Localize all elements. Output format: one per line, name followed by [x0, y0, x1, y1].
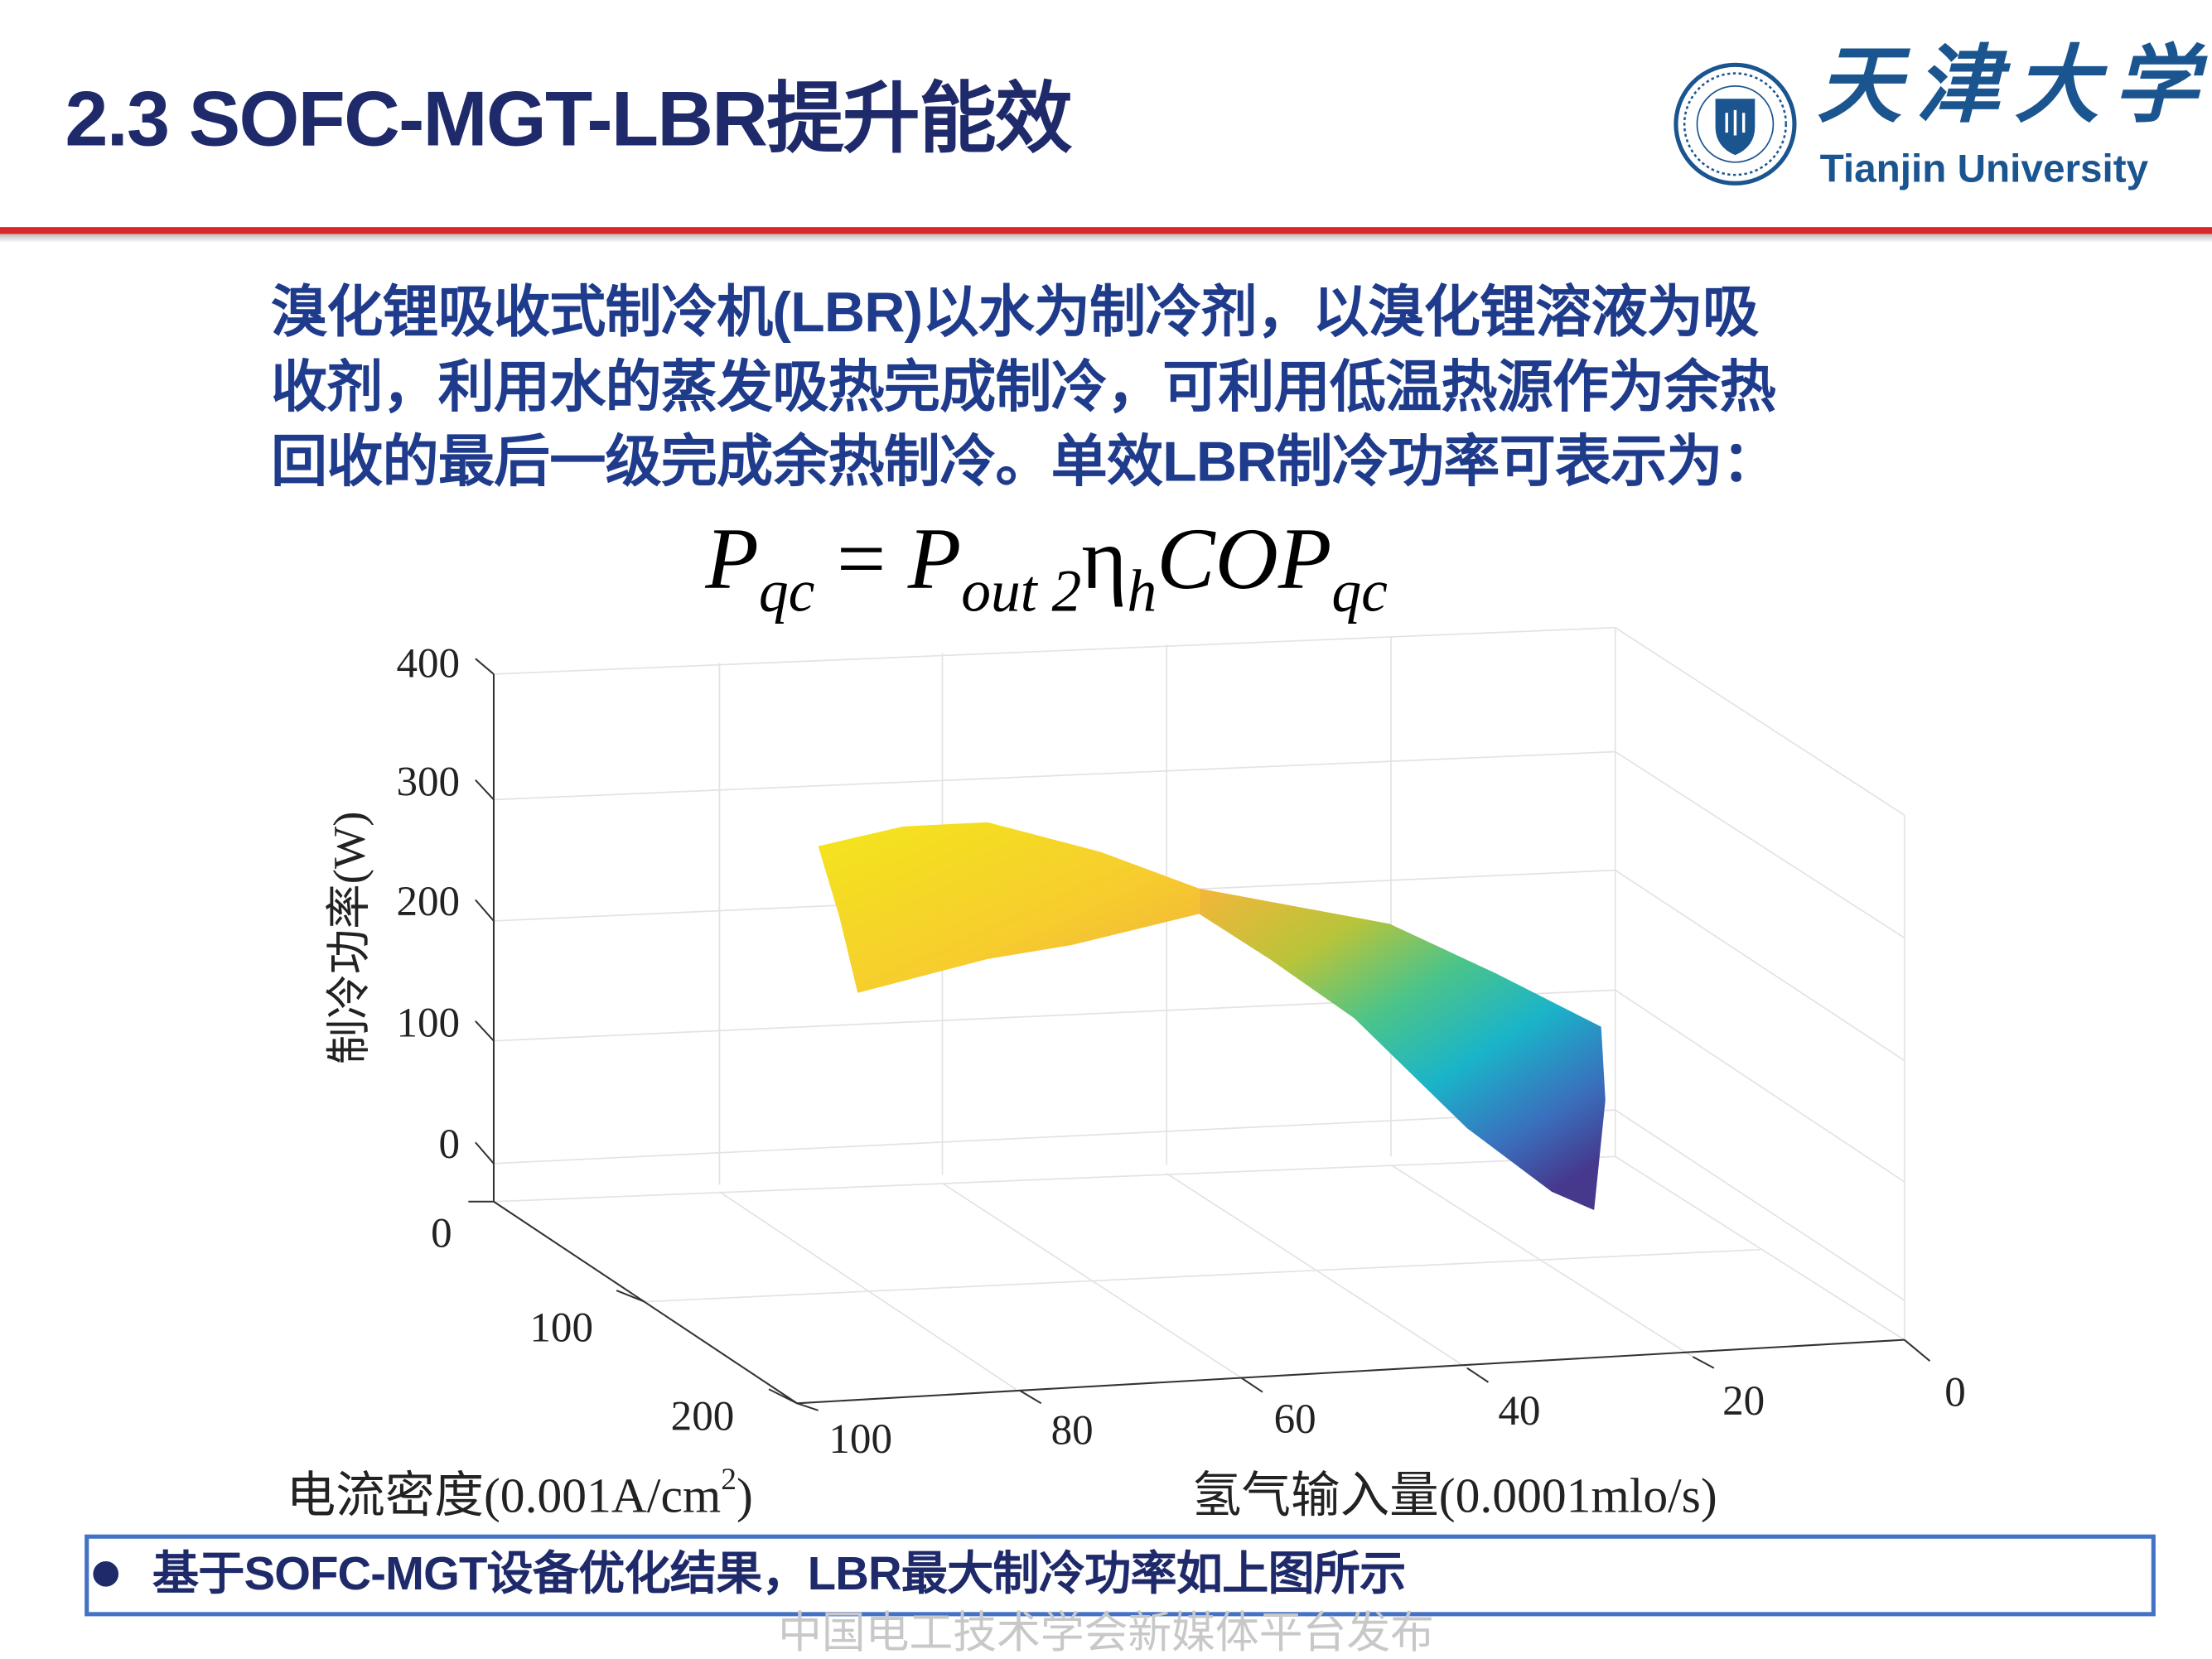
logo-english-name: Tianjin University [1819, 147, 2149, 190]
x-axis-label: 电流密度(0.001A/cm2) [287, 1463, 753, 1522]
x-tick-label: 200 [671, 1393, 735, 1440]
z-tick-labels: 400 300 200 100 0 [396, 639, 460, 1168]
y-tick-label: 0 [1944, 1369, 1966, 1416]
y-tick-label: 100 [828, 1415, 892, 1463]
x-tick-label: 100 [529, 1304, 593, 1351]
paragraph-line: 收剂，利用水的蒸发吸热完成制冷，可利用低温热源作为余热 [270, 356, 1776, 419]
y-tick-labels: 100 80 60 40 20 0 [828, 1369, 1965, 1463]
description-paragraph: 溴化锂吸收式制冷机(LBR)以水为制冷剂，以溴化锂溶液为吸 收剂，利用水的蒸发吸… [271, 277, 1963, 501]
y-axis-label: 氢气输入量(0.0001mlo/s) [1192, 1468, 1717, 1522]
y-tick-label: 20 [1722, 1377, 1765, 1425]
surface [818, 822, 1606, 1211]
formula: Pqc = Pout 2ηhCOPqc [705, 510, 1388, 622]
formula-eta: η [1081, 512, 1128, 608]
formula-p: P [907, 512, 962, 608]
paragraph-line: 回收的最后一级完成余热制冷。单效LBR制冷功率可表示为： [270, 432, 1779, 494]
surface-low-region [1199, 888, 1606, 1211]
formula-p-sub: out 2 [961, 560, 1082, 625]
formula-eq: = [836, 512, 886, 608]
university-seal-logo [1673, 62, 1797, 186]
formula-lhs-sub: qc [758, 560, 815, 625]
surface-high-region [818, 822, 1200, 993]
bullet-icon [93, 1560, 119, 1587]
header-divider-shadow [0, 234, 2212, 243]
header-divider [0, 227, 2212, 234]
z-tick-label: 100 [396, 1000, 460, 1047]
x-tick-labels: 0 100 200 [431, 1209, 734, 1440]
paragraph-line: 溴化锂吸收式制冷机(LBR)以水为制冷剂，以溴化锂溶液为吸 [270, 282, 1759, 345]
slide-title: 2.3 SOFC-MGT-LBR提升能效 [65, 75, 1072, 162]
y-tick-label: 60 [1274, 1396, 1316, 1443]
logo-chinese-name: 天津大学 [1817, 39, 2212, 133]
summary-box [85, 1534, 2156, 1617]
formula-cop-sub: qc [1331, 560, 1388, 625]
formula-cop: COP [1157, 512, 1332, 608]
z-tick-label: 400 [396, 639, 460, 687]
y-tick-label: 40 [1498, 1387, 1540, 1435]
z-tick-label: 300 [396, 758, 460, 805]
grid-lines [493, 626, 1905, 1405]
z-axis-label: 制冷功率(W) [323, 812, 374, 1065]
z-tick-label: 0 [439, 1121, 461, 1168]
axes [468, 658, 1931, 1411]
y-tick-label: 80 [1051, 1407, 1094, 1454]
summary-text: 基于SOFC-MGT设备优化结果，LBR最大制冷功率如上图所示 [152, 1546, 1406, 1599]
formula-lhs: P [705, 512, 759, 608]
formula-eta-sub: h [1127, 560, 1157, 625]
x-tick-label: 0 [431, 1209, 452, 1256]
z-tick-label: 200 [396, 878, 460, 925]
watermark: 中国电工技术学会新媒体平台发布 [778, 1608, 1434, 1657]
